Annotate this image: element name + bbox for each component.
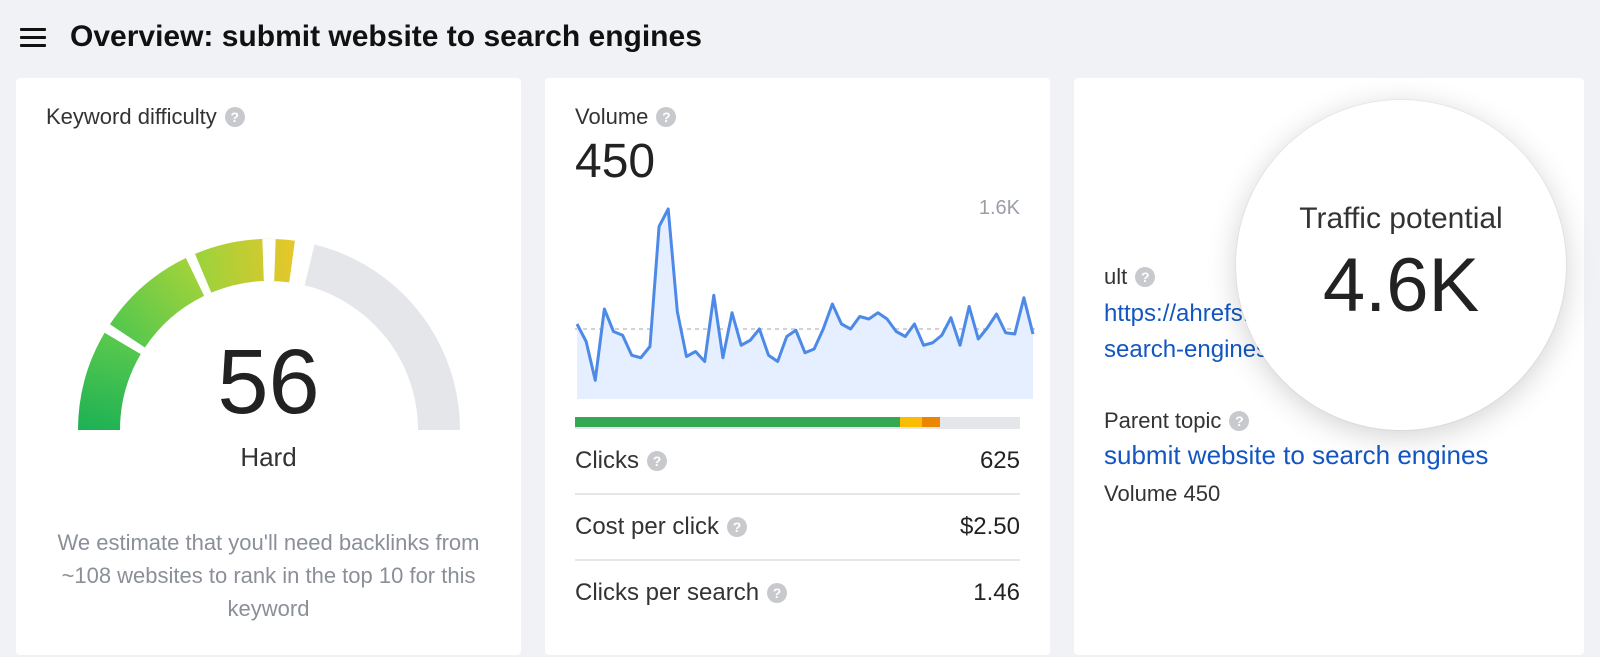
metric-row: Cost per click? $2.50 <box>575 493 1020 559</box>
card-volume: Volume ? 450 1.6K Clicks? 625 Cost per cli… <box>545 78 1050 655</box>
chart-max-label: 1.6K <box>979 197 1020 220</box>
volume-metrics: Clicks? 625 Cost per click? $2.50 Clicks per… <box>575 427 1020 625</box>
volume-label: Volume <box>575 104 648 130</box>
parent-topic-volume: Volume 450 <box>1104 481 1554 507</box>
help-icon[interactable]: ? <box>656 107 676 127</box>
metric-row: Clicks per search? 1.46 <box>575 559 1020 625</box>
metric-label: Clicks per search <box>575 579 759 607</box>
help-icon[interactable]: ? <box>1229 411 1249 431</box>
help-icon[interactable]: ? <box>647 451 667 471</box>
menu-icon[interactable] <box>20 28 46 47</box>
traffic-potential-label: Traffic potential <box>1299 202 1502 236</box>
metric-row: Clicks? 625 <box>575 427 1020 493</box>
kd-label: Keyword difficulty <box>46 104 217 130</box>
kd-score: 56 <box>49 330 489 435</box>
metric-value: $2.50 <box>960 513 1020 541</box>
parent-topic-label: Parent topic <box>1104 408 1221 434</box>
help-icon[interactable]: ? <box>225 107 245 127</box>
help-icon[interactable]: ? <box>767 583 787 603</box>
metric-label: Cost per click <box>575 513 719 541</box>
volume-chart: 1.6K <box>575 199 1020 409</box>
parent-topic-link[interactable]: submit website to search engines <box>1104 440 1554 471</box>
help-icon[interactable]: ? <box>1135 267 1155 287</box>
volume-value: 450 <box>575 134 1020 189</box>
card-side: ult ? https://ahrefs.com/blog/submit-web… <box>1074 78 1584 655</box>
metric-value: 625 <box>980 447 1020 475</box>
help-icon[interactable]: ? <box>727 517 747 537</box>
traffic-potential-value: 4.6K <box>1323 242 1479 329</box>
kd-gauge: 56 Hard <box>49 170 489 470</box>
metric-value: 1.46 <box>973 579 1020 607</box>
top-result-label: ult <box>1104 264 1127 290</box>
traffic-potential-bubble: Traffic potential 4.6K <box>1236 100 1566 430</box>
metric-label: Clicks <box>575 447 639 475</box>
card-keyword-difficulty: Keyword difficulty ? 56 Hard We estimate… <box>16 78 521 655</box>
kd-note: We estimate that you'll need backlinks f… <box>46 526 491 625</box>
page-title: Overview: submit website to search engin… <box>70 20 702 54</box>
volume-seg-bar <box>575 417 1020 427</box>
kd-rating: Hard <box>49 442 489 473</box>
